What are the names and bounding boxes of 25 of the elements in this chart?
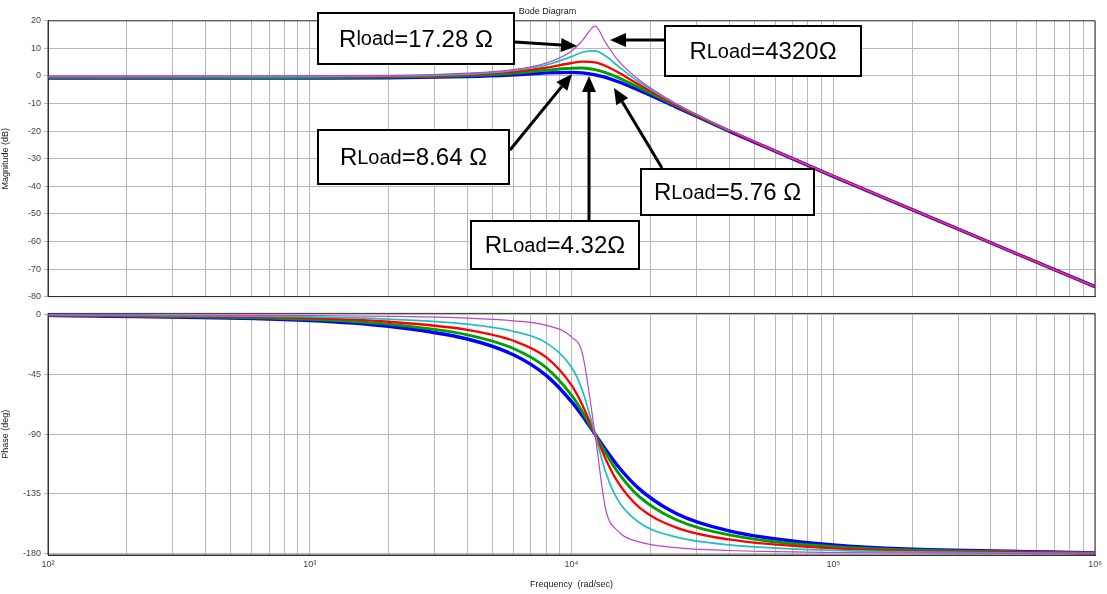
y-tick-label: -70 (27, 263, 41, 274)
y-tick-label: -30 (27, 153, 41, 164)
x-tick-label: 10² (41, 558, 55, 569)
y-tick-label: 0 (35, 309, 41, 320)
y-tick-label: -45 (27, 368, 41, 379)
chart-title: Bode Diagram (518, 5, 577, 16)
y-tick-label: -180 (22, 548, 41, 559)
x-tick-label: 10⁶ (1088, 558, 1103, 569)
y-tick-label: -10 (27, 98, 41, 109)
x-tick-label: 10³ (303, 558, 317, 569)
y-axis-title: Magnitude (dB) (0, 127, 10, 190)
y-tick-label: 10 (30, 42, 41, 53)
x-tick-label: 10⁵ (826, 558, 841, 569)
y-tick-label: -20 (27, 125, 41, 136)
y-tick-label: -90 (27, 428, 41, 439)
y-tick-label: -40 (27, 180, 41, 191)
y-tick-label: -50 (27, 208, 41, 219)
y-tick-label: 0 (35, 70, 41, 81)
y-axis-title: Phase (deg) (0, 409, 10, 459)
y-tick-label: 20 (30, 15, 41, 26)
x-tick-label: 10⁴ (564, 558, 579, 569)
x-axis-title: Frequency (rad/sec) (529, 579, 614, 590)
y-tick-label: -135 (22, 488, 41, 499)
y-tick-label: -80 (27, 291, 41, 302)
y-tick-label: -60 (27, 235, 41, 246)
